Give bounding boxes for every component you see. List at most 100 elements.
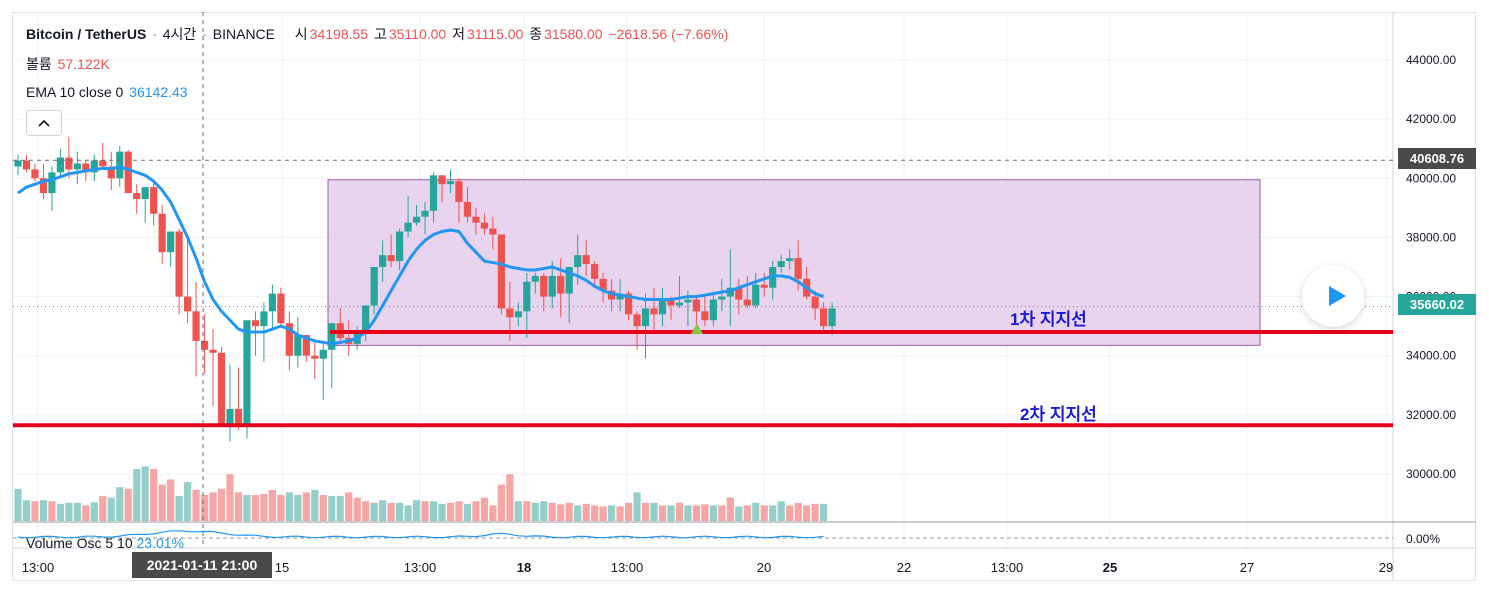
time-tick-label: 13:00 (404, 560, 437, 575)
volume-bar (133, 469, 141, 521)
volume-bar (421, 501, 429, 521)
volume-bar (531, 502, 539, 521)
volume-bar (116, 487, 124, 521)
volume-bar (709, 505, 717, 521)
replay-button[interactable] (1302, 265, 1364, 327)
volume-bar (565, 502, 573, 521)
candle-body (472, 216, 480, 223)
time-tick-label: 29 (1379, 560, 1393, 575)
volume-bar (506, 474, 514, 521)
volume-bar (463, 503, 472, 521)
candle-body (735, 287, 743, 300)
interval-label[interactable]: 4시간 (162, 26, 197, 42)
time-tick-label: 15 (275, 560, 289, 575)
symbol-name[interactable]: Bitcoin / TetherUS (26, 26, 147, 42)
volume-bar (345, 492, 353, 521)
volume-legend[interactable]: 볼륨 57.122K (26, 54, 112, 74)
candle-body (718, 296, 726, 300)
ema-legend[interactable]: EMA 10 close 0 36142.43 (26, 84, 190, 100)
candle-body (209, 349, 217, 353)
candle-body (489, 228, 497, 235)
volume-bar (404, 505, 412, 521)
volume-bar (548, 502, 556, 521)
candle-body (548, 275, 556, 297)
candle-body (574, 255, 582, 267)
candle-body (752, 284, 760, 306)
ema-label: EMA 10 close 0 (26, 84, 124, 100)
high-label: 고 (373, 26, 387, 42)
oscillator-value: 23.01% (136, 535, 184, 551)
volume-bar (692, 505, 700, 521)
candle-body (480, 222, 488, 229)
volume-bar (726, 497, 734, 521)
change-value: −2618.56 (−7.66%) (608, 26, 729, 42)
candle-body (22, 160, 31, 170)
volume-bar (285, 492, 293, 521)
volume-bar (150, 469, 158, 521)
volume-bar (353, 497, 361, 521)
volume-bar (641, 502, 650, 521)
candle-body (463, 201, 472, 217)
volume-bar (65, 502, 73, 521)
volume-bar (302, 492, 310, 521)
volume-bar (234, 492, 243, 521)
candle-body (641, 308, 650, 327)
candle-body (540, 275, 548, 297)
volume-bar (90, 502, 98, 521)
volume-bar (574, 505, 582, 521)
candle-body (107, 166, 115, 179)
time-tick-label: 13:00 (991, 560, 1024, 575)
price-tick-label: 34000.00 (1406, 349, 1456, 363)
candle-body (268, 293, 276, 312)
volume-bar (99, 496, 107, 521)
candle-body (65, 157, 73, 170)
crosshair-date-label: 2021-01-11 21:00 (132, 552, 272, 578)
candle-body (362, 305, 370, 333)
candle-body (701, 311, 709, 321)
volume-bar (379, 500, 387, 521)
volume-bar (217, 488, 226, 521)
candle-body (387, 255, 395, 262)
candle-body (794, 258, 802, 279)
volume-bar (743, 505, 751, 521)
volume-bar (633, 492, 641, 521)
candle-body (786, 258, 794, 262)
volume-bar (523, 501, 531, 521)
volume-bar (820, 503, 828, 521)
volume-bar (786, 505, 794, 521)
support-label-1: 1차 지지선 (1010, 310, 1087, 329)
candle-body (396, 231, 404, 262)
play-icon (1329, 286, 1346, 306)
volume-label: 볼륨 (26, 56, 52, 72)
volume-bar (667, 505, 675, 521)
candle-body (82, 163, 90, 173)
candle-body (667, 299, 675, 306)
support-label-2: 2차 지지선 (1020, 405, 1097, 424)
volume-bar (48, 501, 56, 521)
candle-body (48, 172, 56, 194)
candle-body (31, 169, 39, 179)
volume-bar (412, 500, 421, 521)
volume-bar (557, 504, 565, 521)
crosshair-price-label: 40608.76 (1398, 148, 1476, 169)
candle-body (302, 335, 310, 356)
candle-body (251, 320, 260, 327)
volume-bar (39, 500, 48, 521)
candle-body (141, 187, 149, 199)
candle-body (421, 210, 429, 217)
collapse-legend-button[interactable] (26, 110, 62, 136)
oscillator-legend[interactable]: Volume Osc 5 10 23.01% (26, 535, 184, 551)
candle-body (675, 302, 684, 306)
volume-bar (472, 501, 480, 521)
candle-body (743, 299, 751, 306)
candle-body (557, 275, 565, 294)
candle-body (285, 323, 293, 356)
oscillator-line (17, 530, 824, 539)
candle-body (438, 175, 446, 185)
volume-bar (777, 501, 785, 521)
candle-body (446, 181, 455, 185)
volume-bar (175, 496, 183, 521)
volume-bar (429, 501, 438, 521)
candle-body (624, 293, 633, 315)
